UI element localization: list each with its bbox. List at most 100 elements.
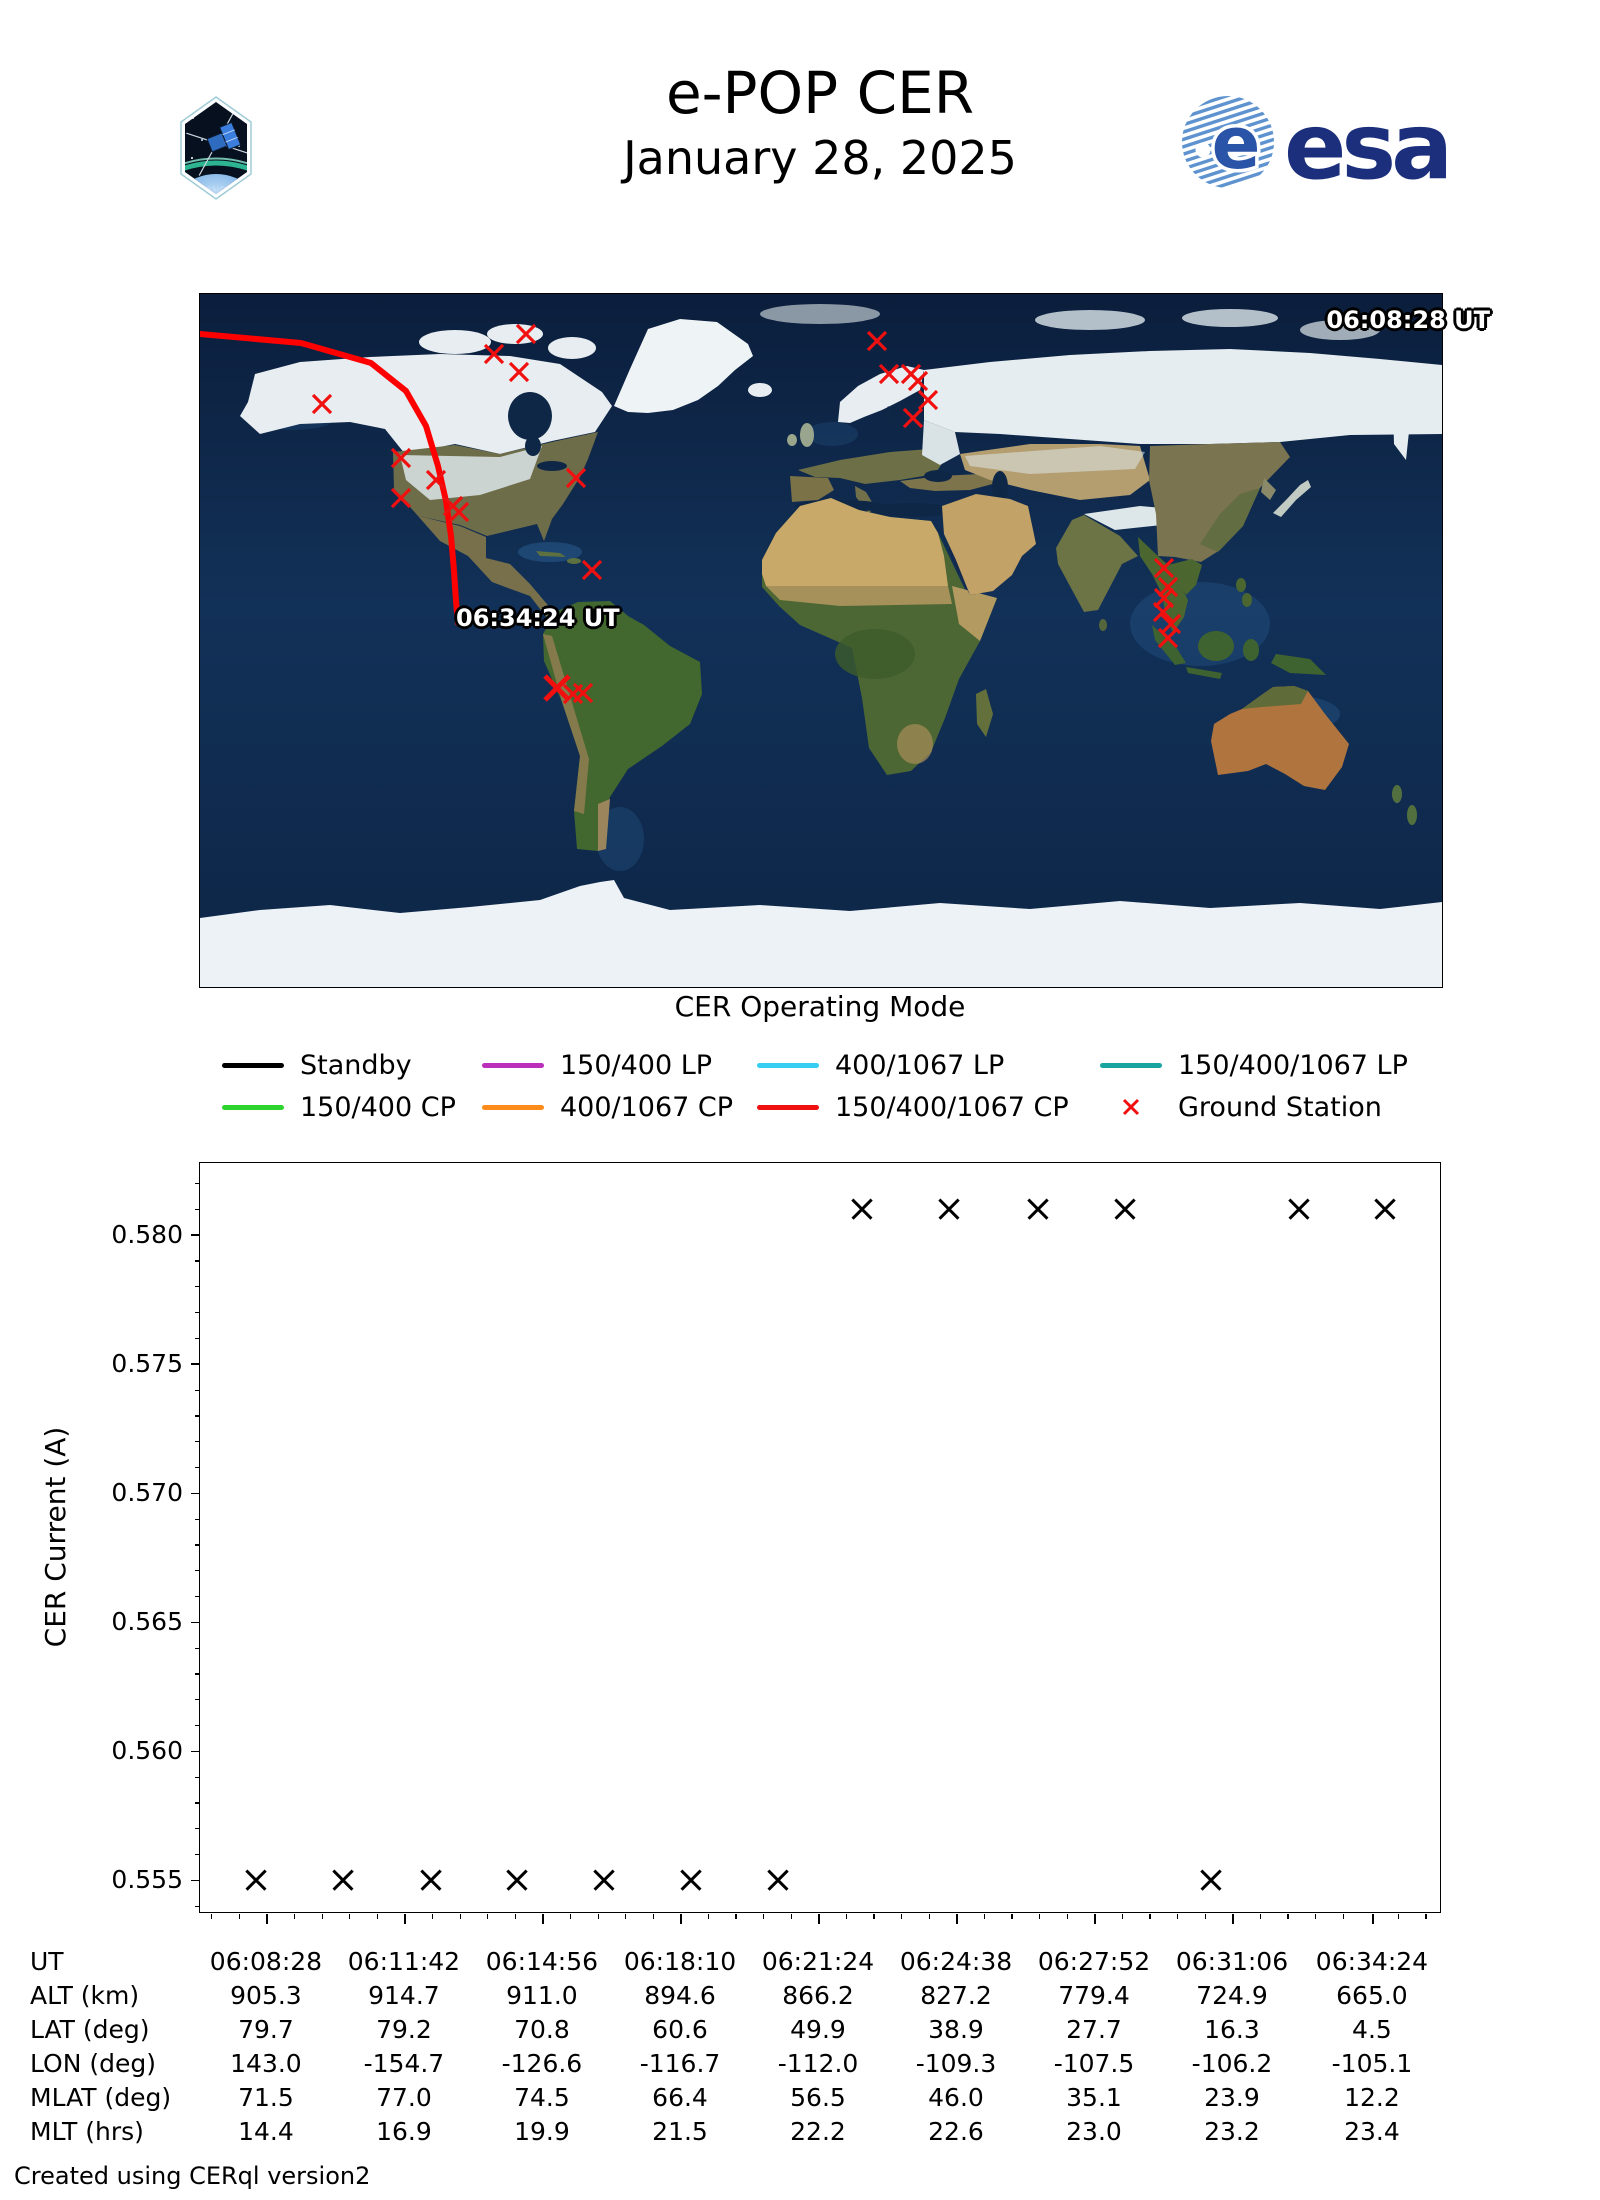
y-minor-tick [194,1828,200,1830]
table-cell: 894.6 [644,1981,716,2010]
table-cell: 866.2 [782,1981,854,2010]
x-minor-tick [1287,1914,1289,1919]
legend-title: CER Operating Mode [674,990,966,1023]
y-minor-tick [194,1286,200,1288]
table-cell: 827.2 [920,1981,992,2010]
table-row-label: LAT (deg) [30,2015,150,2044]
table-cell: -154.7 [363,2049,445,2078]
table-cell: 35.1 [1066,2083,1122,2112]
table-cell: 06:27:52 [1037,1947,1151,1976]
table-cell: 143.0 [230,2049,302,2078]
y-minor-tick [194,1260,200,1262]
table-cell: 16.3 [1204,2015,1260,2044]
y-minor-tick [194,1544,200,1546]
data-point-marker [1374,1198,1396,1220]
table-cell: -107.5 [1053,2049,1135,2078]
x-minor-tick [707,1914,710,1919]
table-cell: 14.4 [238,2117,294,2146]
data-point-marker [1200,1869,1222,1891]
x-minor-tick [652,1914,654,1919]
ground-station-marker [878,363,900,385]
data-point-marker [420,1869,442,1891]
legend-item-400-1067-lp: 400/1067 LP [757,1050,1004,1081]
x-minor-tick [293,1914,296,1919]
y-axis-label: CER Current (A) [39,1426,72,1648]
x-minor-tick [597,1914,599,1919]
x-minor-tick [1259,1914,1262,1919]
x-major-tick [542,1914,544,1924]
y-major-tick [190,1621,200,1624]
world-map [199,293,1443,988]
table-cell: 19.9 [514,2117,570,2146]
table-cell: 60.6 [652,2015,708,2044]
table-cell: 06:34:24 [1315,1947,1429,1976]
ground-station-marker [917,389,939,411]
table-row-label: MLAT (deg) [30,2083,172,2112]
table-cell: 06:24:38 [899,1947,1013,1976]
ground-station-marker [902,407,924,429]
table-cell: 16.9 [376,2117,432,2146]
ground-station-marker [866,330,888,352]
x-major-tick [1232,1914,1234,1924]
patch-mission-name: CASSIOPE [196,185,236,193]
x-minor-tick [431,1914,434,1919]
table-cell: 12.2 [1344,2083,1400,2112]
ground-station-marker [390,447,412,469]
x-minor-tick [1177,1914,1179,1919]
y-minor-tick [194,1415,200,1417]
x-minor-tick [1397,1914,1400,1919]
legend-line-swatch [222,1104,284,1110]
data-point-marker [245,1869,267,1891]
map-end-time-label: 06:34:24 UT [456,604,620,632]
y-minor-tick [194,1673,200,1675]
y-minor-tick [194,1466,200,1469]
y-minor-tick [194,1337,200,1340]
x-minor-tick [790,1914,792,1919]
table-cell: 911.0 [506,1981,578,2010]
table-cell: 665.0 [1336,1981,1408,2010]
x-minor-tick [1121,1914,1124,1919]
data-point-marker [1288,1198,1310,1220]
table-cell: 06:08:28 [209,1947,323,1976]
table-row-label: MLT (hrs) [30,2117,144,2146]
map-overlay [200,323,1182,705]
y-major-tick [190,1234,200,1237]
data-point-marker [506,1869,528,1891]
y-major-tick [190,1879,200,1882]
legend-line-swatch [757,1062,819,1068]
x-minor-tick [238,1914,240,1919]
x-minor-tick [321,1914,323,1919]
legend-line-swatch [757,1104,819,1110]
ground-station-marker [311,393,333,415]
legend-item-150-400-1067-cp: 150/400/1067 CP [757,1091,1069,1123]
y-minor-tick [194,1570,200,1572]
table-cell: 724.9 [1196,1981,1268,2010]
x-minor-tick [1039,1914,1041,1919]
table-cell: 46.0 [928,2083,984,2112]
table-row-label: UT [30,1947,64,1976]
y-minor-tick [194,1725,200,1727]
ground-station-marker [515,323,537,345]
ground-station-marker [1157,576,1179,598]
table-cell: 21.5 [652,2117,708,2146]
table-cell: -105.1 [1331,2049,1413,2078]
table-cell: -109.3 [915,2049,997,2078]
data-point-marker [851,1198,873,1220]
y-tick-label: 0.575 [111,1349,183,1379]
legend-item-label: 150/400/1067 CP [835,1091,1069,1123]
legend-line-swatch [1100,1062,1162,1068]
table-cell: 56.5 [790,2083,846,2112]
table-cell: 914.7 [368,1981,440,2010]
x-minor-tick [1066,1914,1068,1919]
x-minor-tick [1425,1914,1427,1919]
data-point-marker [593,1869,615,1891]
y-minor-tick [194,1699,200,1701]
x-minor-tick [873,1914,875,1919]
legend-item-ground-station: Ground Station [1100,1092,1382,1123]
data-point-marker [1027,1198,1049,1220]
table-cell: -126.6 [501,2049,583,2078]
y-major-tick [190,1750,200,1753]
x-major-tick [956,1914,958,1924]
y-minor-tick [194,1183,200,1185]
data-point-marker [938,1198,960,1220]
